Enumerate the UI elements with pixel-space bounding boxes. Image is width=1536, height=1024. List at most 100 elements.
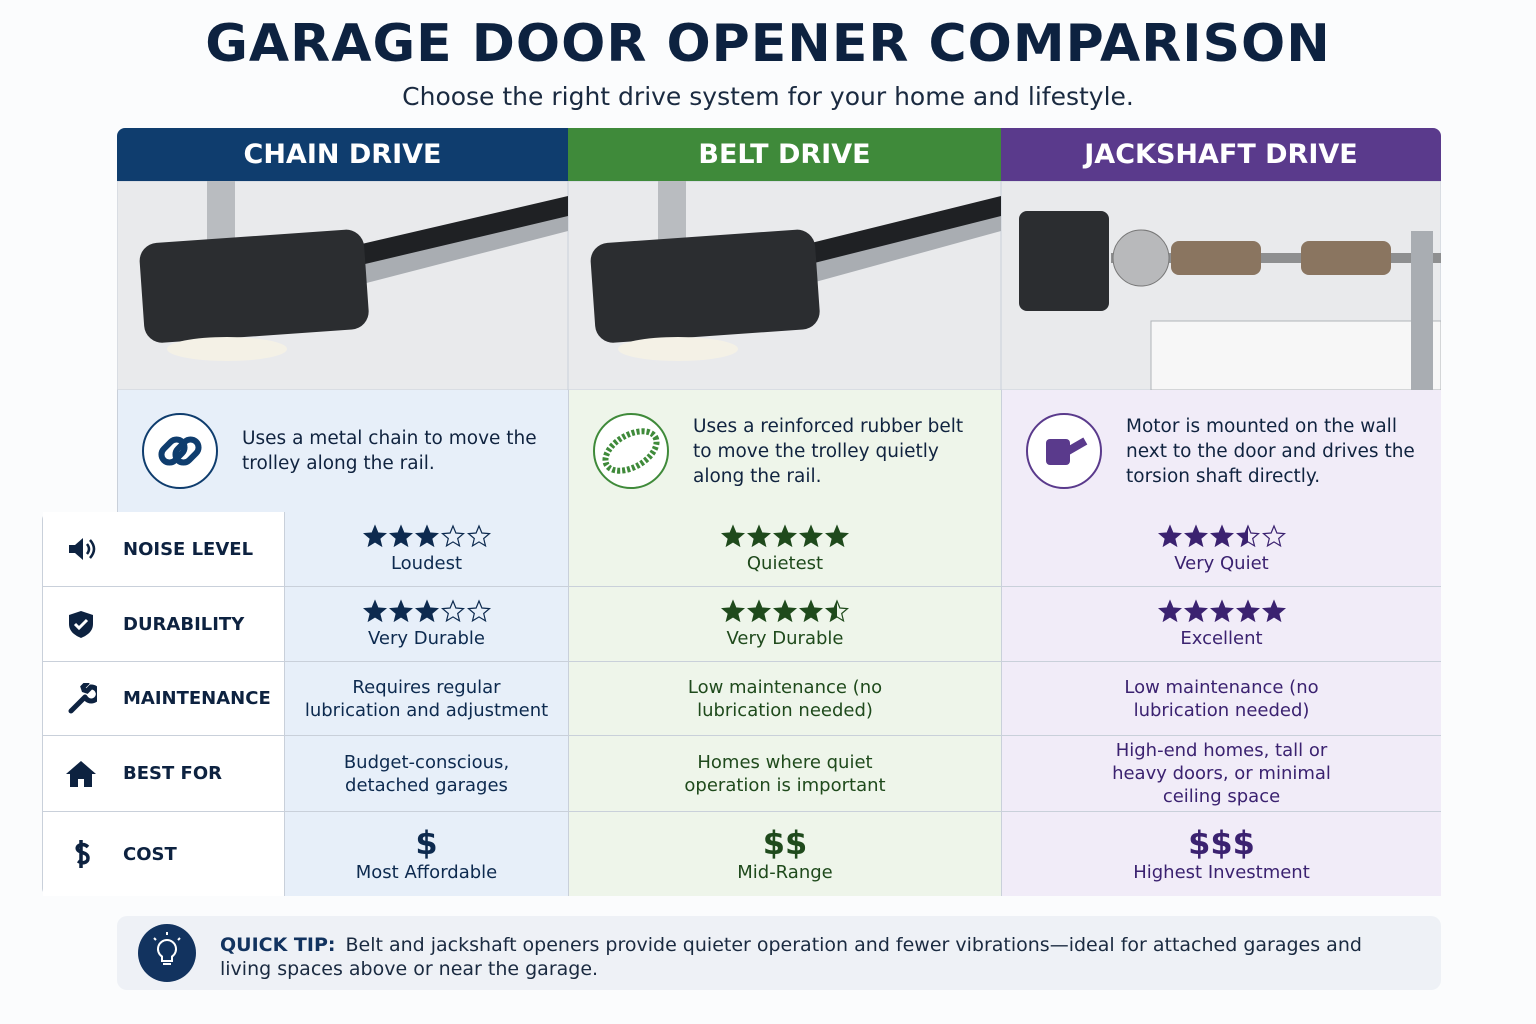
star-fill xyxy=(1159,600,1180,621)
value-cell: Requires regular lubrication and adjustm… xyxy=(284,661,568,735)
star-rating xyxy=(362,598,491,622)
row-label-cell: MAINTENANCE xyxy=(43,661,284,735)
cell-text: Requires regular lubrication and adjustm… xyxy=(304,676,549,721)
rating-text: Very Durable xyxy=(368,627,485,649)
star-fill xyxy=(774,600,796,621)
row-label-cell: BEST FOR xyxy=(43,735,284,811)
cell-text: High-end homes, tall or heavy doors, or … xyxy=(1112,740,1331,807)
value-cell: Loudest xyxy=(284,512,568,586)
column-header: JACKSHAFT DRIVE xyxy=(1001,128,1441,181)
star-fill xyxy=(416,600,437,621)
cell-text: Low maintenance (no lubrication needed) xyxy=(687,676,883,721)
row-label: COST xyxy=(123,843,177,865)
star-fill xyxy=(1159,525,1180,546)
star-fill xyxy=(390,525,411,546)
star-fill xyxy=(1237,600,1258,621)
star-fill xyxy=(1185,525,1206,546)
star-fill xyxy=(1185,600,1206,621)
row-label: NOISE LEVEL xyxy=(123,538,254,560)
row-icon xyxy=(69,538,96,560)
value-cell: $$ Mid-Range xyxy=(568,811,1001,896)
star-fill xyxy=(826,600,837,621)
product-image xyxy=(568,181,1001,390)
product-image xyxy=(117,181,568,390)
description-text: Uses a reinforced rubber belt to move th… xyxy=(693,415,964,487)
star-fill xyxy=(364,600,385,621)
value-cell: Excellent xyxy=(1001,586,1441,661)
description-cell: Uses a reinforced rubber belt to move th… xyxy=(568,390,1001,512)
cell-text: Homes where quiet operation is important xyxy=(684,751,886,796)
row-label-cell: NOISE LEVEL xyxy=(43,512,284,586)
star-fill xyxy=(416,525,437,546)
star-fill xyxy=(1211,525,1232,546)
page-title: GARAGE DOOR OPENER COMPARISON xyxy=(205,14,1331,74)
cost-symbol: $ xyxy=(415,823,438,862)
row-icon xyxy=(69,611,93,638)
rating-text: Very Quiet xyxy=(1174,552,1269,574)
column-header: BELT DRIVE xyxy=(568,128,1001,181)
value-cell: Low maintenance (no lubrication needed) xyxy=(568,661,1001,735)
star-rating xyxy=(720,598,850,622)
tip-icon xyxy=(138,924,196,982)
value-cell: $ Most Affordable xyxy=(284,811,568,896)
tip-text: Belt and jackshaft openers provide quiet… xyxy=(220,934,1362,980)
star-fill xyxy=(800,600,822,621)
row-label-cell: COST xyxy=(43,811,284,896)
star-fill xyxy=(800,525,822,546)
value-cell: $$$ Highest Investment xyxy=(1001,811,1441,896)
tip-box: QUICK TIP: Belt and jackshaft openers pro… xyxy=(117,916,1441,990)
star-outline xyxy=(466,598,491,622)
star-fill xyxy=(1211,600,1232,621)
row-icon xyxy=(68,682,97,713)
rating-text: Loudest xyxy=(390,552,463,574)
description-cell: Motor is mounted on the wall next to the… xyxy=(1001,390,1441,512)
value-cell: Quietest xyxy=(568,512,1001,586)
star-rating xyxy=(1157,523,1286,547)
star-outline xyxy=(440,598,465,622)
drive-icon xyxy=(593,413,669,489)
product-image xyxy=(1001,181,1441,390)
star-fill xyxy=(748,525,770,546)
drive-icon xyxy=(1026,413,1102,489)
row-label: BEST FOR xyxy=(123,763,222,784)
page-subtitle: Choose the right drive system for your h… xyxy=(402,82,1134,111)
cell-text: Low maintenance (no lubrication needed) xyxy=(1124,676,1319,721)
rating-text: Quietest xyxy=(746,552,824,574)
star-fill xyxy=(722,600,744,621)
star-fill xyxy=(364,525,385,546)
cost-text: Highest Investment xyxy=(1133,861,1310,883)
row-icon xyxy=(75,840,90,868)
star-fill xyxy=(826,525,848,546)
star-rating xyxy=(720,523,850,547)
description-cell: Uses a metal chain to move the trolley a… xyxy=(117,390,568,512)
drive-icon xyxy=(142,413,218,489)
star-fill xyxy=(390,600,411,621)
tip-label: QUICK TIP: xyxy=(220,934,336,956)
description-text: Motor is mounted on the wall next to the… xyxy=(1126,415,1415,487)
star-fill xyxy=(748,600,770,621)
value-cell: Low maintenance (no lubrication needed) xyxy=(1001,661,1441,735)
value-cell: High-end homes, tall or heavy doors, or … xyxy=(1001,735,1441,811)
cell-text: Budget-conscious, detached garages xyxy=(343,751,510,796)
cost-symbol: $$ xyxy=(762,823,808,862)
row-label: MAINTENANCE xyxy=(123,688,271,709)
value-cell: Very Quiet xyxy=(1001,512,1441,586)
rating-text: Very Durable xyxy=(726,627,844,649)
star-outline xyxy=(466,523,491,547)
star-fill xyxy=(1263,600,1284,621)
cost-symbol: $$$ xyxy=(1188,823,1255,862)
star-outline xyxy=(440,523,465,547)
description-text: Uses a metal chain to move the trolley a… xyxy=(242,428,537,474)
star-outline xyxy=(1261,523,1286,547)
rating-text: Excellent xyxy=(1180,627,1263,649)
value-cell: Very Durable xyxy=(284,586,568,661)
column-header: CHAIN DRIVE xyxy=(117,128,568,181)
star-rating xyxy=(1157,598,1286,622)
value-cell: Very Durable xyxy=(568,586,1001,661)
star-rating xyxy=(362,523,491,547)
star-fill xyxy=(774,525,796,546)
star-fill xyxy=(1237,525,1248,546)
value-cell: Budget-conscious, detached garages xyxy=(284,735,568,811)
cost-text: Mid-Range xyxy=(737,861,833,883)
